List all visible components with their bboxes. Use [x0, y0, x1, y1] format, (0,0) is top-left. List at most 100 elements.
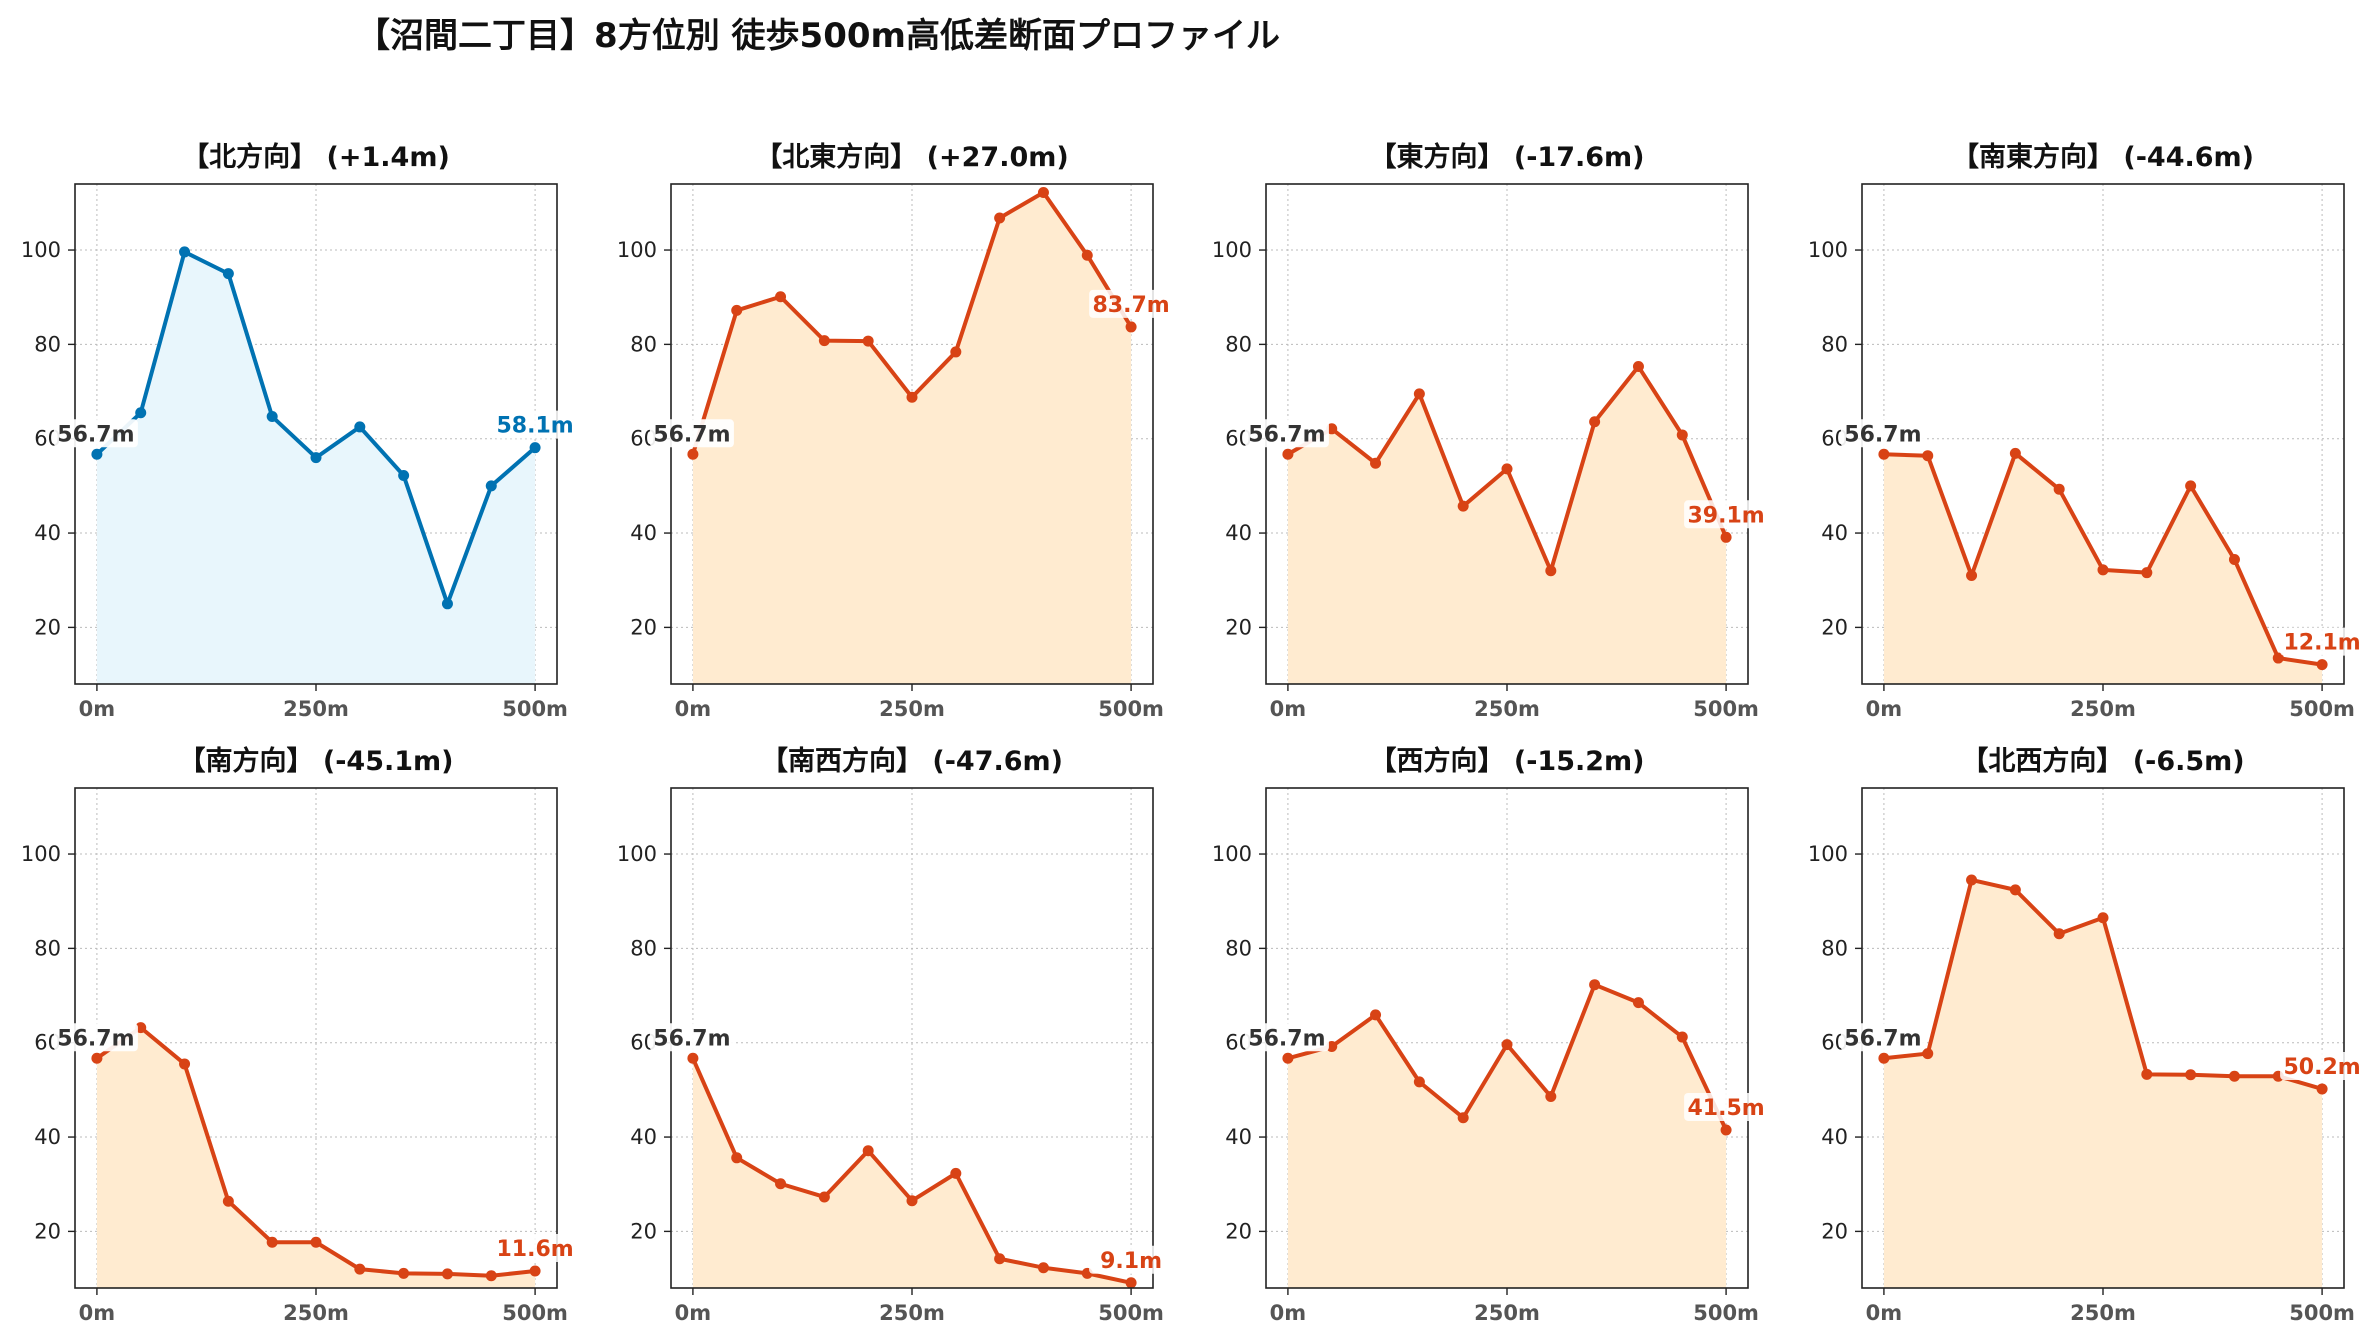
data-point	[1370, 457, 1382, 469]
y-tick-label: 40	[1821, 521, 1848, 545]
x-tick-label: 0m	[675, 697, 712, 721]
area-fill	[96, 251, 536, 684]
start-label: 56.7m	[1248, 422, 1325, 447]
data-point	[1037, 186, 1049, 198]
x-tick-label: 0m	[79, 697, 116, 721]
end-label-box	[1089, 289, 1174, 318]
data-point	[1037, 1262, 1049, 1274]
end-label: 12.1m	[2283, 631, 2360, 656]
data-point	[1922, 450, 1934, 462]
data-point	[2272, 652, 2284, 664]
x-tick-label: 0m	[1270, 1301, 1307, 1325]
data-point	[687, 1052, 699, 1064]
data-point	[1545, 1090, 1557, 1102]
area-fill	[692, 1058, 1132, 1288]
x-tick-label: 500m	[502, 697, 568, 721]
data-point	[179, 1058, 191, 1070]
data-point	[1922, 1048, 1934, 1060]
data-point	[354, 421, 366, 433]
data-point	[1326, 1040, 1338, 1052]
y-tick-label: 20	[1821, 1219, 1848, 1243]
data-point	[441, 1268, 453, 1280]
y-tick-label: 40	[1225, 1125, 1252, 1149]
y-tick-label: 100	[1212, 238, 1252, 262]
y-tick-label: 80	[630, 332, 657, 356]
data-point	[1413, 1076, 1425, 1088]
data-point	[1282, 1052, 1294, 1064]
y-tick-label: 20	[34, 615, 61, 639]
x-tick-label: 250m	[2070, 1301, 2136, 1325]
start-label-box	[1244, 419, 1329, 448]
start-label-box	[1244, 1023, 1329, 1052]
y-tick-label: 80	[1821, 936, 1848, 960]
data-point	[1589, 416, 1601, 428]
start-label: 56.7m	[1248, 1026, 1325, 1051]
data-point	[1370, 1009, 1382, 1021]
y-tick-label: 20	[34, 1219, 61, 1243]
data-point	[1720, 1124, 1732, 1136]
y-tick-label: 20	[1225, 615, 1252, 639]
y-tick-label: 100	[21, 238, 61, 262]
subplot-title: 【南西方向】 (-47.6m)	[761, 745, 1063, 777]
data-point	[441, 598, 453, 610]
y-tick-label: 40	[1225, 521, 1252, 545]
data-point	[222, 1195, 234, 1207]
y-tick-label: 80	[1225, 936, 1252, 960]
data-point	[818, 335, 830, 347]
y-tick-label: 100	[21, 842, 61, 866]
end-label: 11.6m	[496, 1237, 573, 1262]
end-label: 50.2m	[2283, 1055, 2360, 1080]
y-tick-label: 20	[1225, 1219, 1252, 1243]
start-label-box	[53, 1023, 138, 1052]
start-label: 56.7m	[1844, 422, 1921, 447]
subplot-title: 【西方向】 (-15.2m)	[1369, 745, 1644, 777]
data-point	[906, 391, 918, 403]
data-point	[485, 1270, 497, 1282]
x-tick-label: 0m	[1270, 697, 1307, 721]
data-point	[818, 1191, 830, 1203]
y-tick-label: 40	[34, 521, 61, 545]
data-point	[775, 291, 787, 303]
subplot-title: 【北西方向】 (-6.5m)	[1961, 745, 2244, 777]
figure-title: 【沼間二丁目】8方位別 徒歩500m高低差断面プロファイル	[356, 16, 1280, 56]
data-point	[775, 1178, 787, 1190]
data-point	[994, 1253, 1006, 1265]
area-fill	[1883, 453, 2323, 684]
data-point	[1125, 1277, 1137, 1289]
data-point	[1457, 1112, 1469, 1124]
start-label-box	[1840, 419, 1925, 448]
start-label-box	[649, 1023, 734, 1052]
x-tick-label: 250m	[1474, 697, 1540, 721]
data-point	[2185, 1069, 2197, 1081]
data-point	[1501, 1039, 1513, 1051]
data-point	[862, 335, 874, 347]
data-point	[994, 212, 1006, 224]
end-label: 9.1m	[1100, 1249, 1162, 1274]
data-point	[950, 1167, 962, 1179]
y-tick-label: 100	[617, 238, 657, 262]
data-point	[1081, 249, 1093, 261]
data-point	[266, 411, 278, 423]
y-tick-label: 80	[1225, 332, 1252, 356]
data-point	[310, 452, 322, 464]
area-fill	[692, 192, 1132, 684]
end-label: 41.5m	[1687, 1096, 1764, 1121]
end-label: 83.7m	[1092, 293, 1169, 318]
data-point	[1632, 997, 1644, 1009]
data-point	[1125, 321, 1137, 333]
start-label-box	[53, 419, 138, 448]
data-point	[398, 470, 410, 482]
data-point	[1501, 463, 1513, 475]
start-label: 56.7m	[653, 422, 730, 447]
x-tick-label: 250m	[2070, 697, 2136, 721]
end-label: 58.1m	[496, 414, 573, 439]
x-tick-label: 500m	[1693, 1301, 1759, 1325]
end-label-box	[493, 410, 578, 439]
y-tick-label: 40	[1821, 1125, 1848, 1149]
